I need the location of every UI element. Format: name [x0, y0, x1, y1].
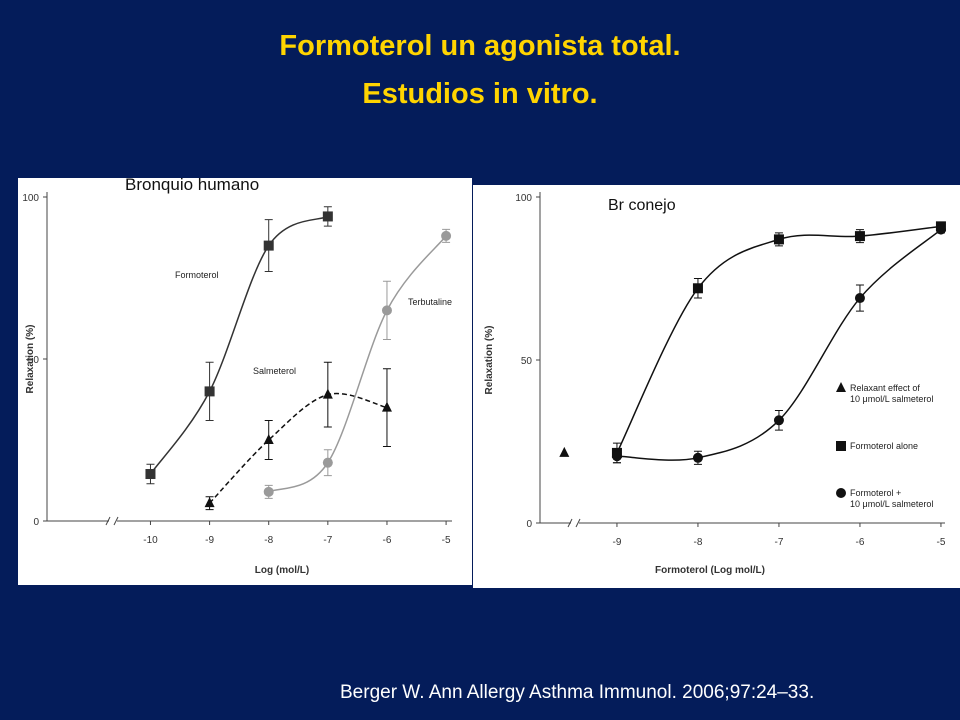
y-tick-label: 0	[526, 519, 532, 530]
axis-break	[575, 518, 581, 528]
data-point	[322, 388, 333, 399]
axis-break	[113, 516, 119, 526]
y-tick-label: 100	[515, 193, 532, 204]
data-point	[204, 386, 215, 397]
legend-entry: Formoterol + 10 μmol/L salmeterol	[850, 488, 934, 509]
x-axis-label: Log (mol/L)	[255, 565, 309, 576]
x-tick-label: -6	[383, 535, 392, 546]
data-point	[441, 230, 452, 241]
data-point	[263, 486, 274, 497]
data-point	[381, 401, 392, 412]
curve	[209, 392, 388, 504]
legend-marker	[836, 382, 846, 392]
curve	[268, 235, 447, 493]
panel-label: Br conejo	[608, 197, 676, 214]
data-point	[559, 446, 570, 457]
data-point	[263, 240, 274, 251]
series-label: Terbutaline	[408, 297, 453, 307]
x-tick-label: -8	[693, 537, 702, 548]
panel-label: Bronquio humano	[125, 175, 259, 194]
data-point	[204, 497, 215, 508]
x-tick-label: -5	[936, 537, 945, 548]
axis-break	[567, 518, 573, 528]
data-point	[692, 452, 703, 463]
legend-entry: Formoterol alone	[850, 441, 919, 451]
legend-entry: Relaxant effect of 10 μmol/L salmeterol	[850, 383, 934, 404]
y-tick-label: 50	[28, 355, 40, 366]
x-tick-label: -10	[143, 535, 158, 546]
chart-panel	[473, 185, 960, 588]
y-tick-label: 0	[33, 517, 39, 528]
y-axis-label: Relaxation (%)	[484, 326, 495, 395]
slide-title: Estudios in vitro.	[362, 78, 597, 110]
data-point	[611, 451, 622, 462]
data-point	[773, 415, 784, 426]
axis-break	[105, 516, 111, 526]
y-axis-label: Relaxation (%)	[25, 325, 36, 394]
y-tick-label: 50	[521, 356, 533, 367]
legend-marker	[836, 488, 846, 498]
data-point	[935, 224, 946, 235]
y-tick-label: 100	[22, 193, 39, 204]
series-label: Salmeterol	[253, 366, 297, 376]
data-point	[322, 457, 333, 468]
data-point	[263, 434, 274, 444]
curve	[149, 215, 329, 475]
slide-title: Formoterol un agonista total.	[279, 30, 680, 62]
data-point	[322, 211, 333, 222]
x-tick-label: -7	[323, 535, 332, 546]
curve	[616, 229, 942, 461]
x-tick-label: -8	[264, 535, 273, 546]
data-point	[381, 305, 392, 316]
legend-marker	[836, 441, 846, 451]
x-tick-label: -7	[774, 537, 783, 548]
data-point	[854, 293, 865, 304]
citation: Berger W. Ann Allergy Asthma Immunol. 20…	[340, 682, 814, 703]
data-point	[854, 231, 865, 242]
series-label: Formoterol	[175, 270, 219, 280]
x-tick-label: -9	[205, 535, 214, 546]
data-point	[773, 234, 784, 245]
curve	[616, 225, 942, 454]
x-tick-label: -5	[442, 535, 451, 546]
x-tick-label: -9	[612, 537, 621, 548]
x-tick-label: -6	[855, 537, 864, 548]
data-point	[145, 469, 156, 480]
x-axis-label: Formoterol (Log mol/L)	[655, 565, 765, 576]
chart-panel	[18, 178, 472, 585]
data-point	[692, 283, 703, 294]
